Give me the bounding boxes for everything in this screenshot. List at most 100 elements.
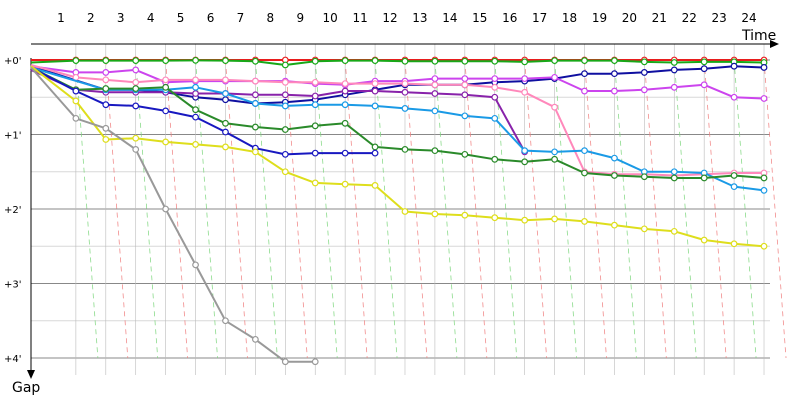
- data-point: [401, 57, 409, 65]
- data-point: [611, 154, 618, 162]
- grid: [31, 44, 770, 375]
- lap-dash-line: [254, 59, 278, 359]
- data-point: [461, 211, 469, 219]
- data-point: [611, 57, 618, 65]
- data-point: [640, 225, 648, 233]
- x-tick-label: 12: [382, 11, 397, 25]
- data-point: [102, 85, 110, 92]
- x-tick-label: 6: [207, 11, 215, 25]
- data-point: [371, 80, 379, 87]
- data-point: [341, 101, 349, 109]
- data-point: [431, 75, 439, 83]
- data-point: [192, 141, 199, 148]
- data-point: [700, 236, 708, 244]
- data-point: [371, 143, 379, 151]
- lap-dash-line: [643, 59, 667, 359]
- data-point: [132, 85, 140, 92]
- data-point: [581, 218, 588, 225]
- data-point: [551, 155, 558, 163]
- lap-dash-line: [554, 59, 577, 359]
- data-point: [640, 58, 648, 66]
- lap-dash-line: [733, 59, 757, 359]
- data-point: [162, 57, 170, 65]
- data-point: [461, 81, 469, 89]
- x-tick-label: 23: [711, 11, 726, 25]
- y-tick-label: +2': [4, 205, 22, 216]
- data-point: [521, 58, 529, 66]
- data-point: [551, 73, 558, 81]
- data-point: [281, 126, 289, 133]
- data-point: [730, 183, 738, 191]
- data-point: [551, 103, 558, 111]
- data-point: [311, 179, 319, 187]
- data-point: [670, 66, 678, 74]
- lap-dash-line: [434, 59, 458, 359]
- x-axis-label: Time: [741, 28, 776, 44]
- data-point: [132, 78, 140, 86]
- data-point: [521, 75, 529, 83]
- lap-dash-line: [673, 59, 697, 359]
- data-point: [760, 186, 768, 194]
- lap-dash-line: [494, 59, 518, 359]
- lap-dash-line: [344, 59, 368, 359]
- data-point: [311, 149, 319, 157]
- y-tick-label: +3': [4, 280, 22, 291]
- data-point: [72, 57, 80, 65]
- data-point: [251, 335, 259, 343]
- data-point: [102, 136, 110, 143]
- x-tick-label: 7: [237, 11, 245, 25]
- data-point: [431, 81, 439, 89]
- data-point: [162, 76, 170, 84]
- data-point: [730, 172, 738, 179]
- data-point: [102, 76, 110, 84]
- x-tick-label: 8: [267, 11, 275, 25]
- lap-dash-lines: [75, 59, 787, 359]
- data-point: [700, 174, 708, 182]
- x-tick-label: 24: [741, 11, 756, 25]
- data-point: [281, 150, 289, 158]
- data-point: [461, 57, 469, 65]
- lap-dash-line: [75, 59, 99, 359]
- lap-dash-line: [195, 59, 218, 359]
- x-tick-label: 15: [472, 11, 487, 25]
- data-point: [222, 128, 229, 136]
- x-tick-label: 5: [177, 11, 185, 25]
- data-point: [700, 81, 708, 89]
- x-tick-label: 2: [87, 11, 95, 25]
- lap-dash-line: [374, 59, 398, 359]
- y-tick-label: +0': [4, 56, 22, 67]
- data-point: [611, 221, 618, 229]
- data-point: [491, 214, 499, 222]
- data-point: [461, 75, 469, 83]
- data-point: [311, 101, 319, 109]
- data-point: [162, 205, 170, 213]
- x-tick-label: 10: [323, 11, 338, 25]
- data-point: [730, 240, 738, 248]
- series-3: [30, 62, 768, 107]
- lap-dash-line: [284, 59, 308, 359]
- data-point: [461, 112, 469, 120]
- y-tick-label: +4': [4, 354, 22, 365]
- series-line: [30, 66, 376, 156]
- x-tick-label: 17: [532, 11, 547, 25]
- data-point: [371, 182, 379, 189]
- data-point: [371, 102, 379, 110]
- data-point: [192, 76, 199, 84]
- y-axis-arrow-icon: [27, 370, 35, 379]
- data-point: [222, 57, 229, 65]
- data-point: [281, 61, 289, 69]
- data-point: [132, 57, 140, 65]
- data-point: [72, 97, 80, 105]
- data-point: [760, 95, 768, 102]
- data-point: [401, 80, 409, 87]
- x-tick-label: 21: [652, 11, 667, 25]
- series-group: [30, 56, 768, 366]
- data-point: [581, 70, 588, 78]
- lap-dash-line: [614, 59, 637, 359]
- lap-dash-line: [464, 59, 488, 359]
- lap-dash-line: [225, 59, 248, 359]
- data-point: [760, 174, 768, 182]
- data-point: [341, 119, 349, 127]
- data-point: [222, 119, 229, 127]
- series-9: [30, 66, 379, 158]
